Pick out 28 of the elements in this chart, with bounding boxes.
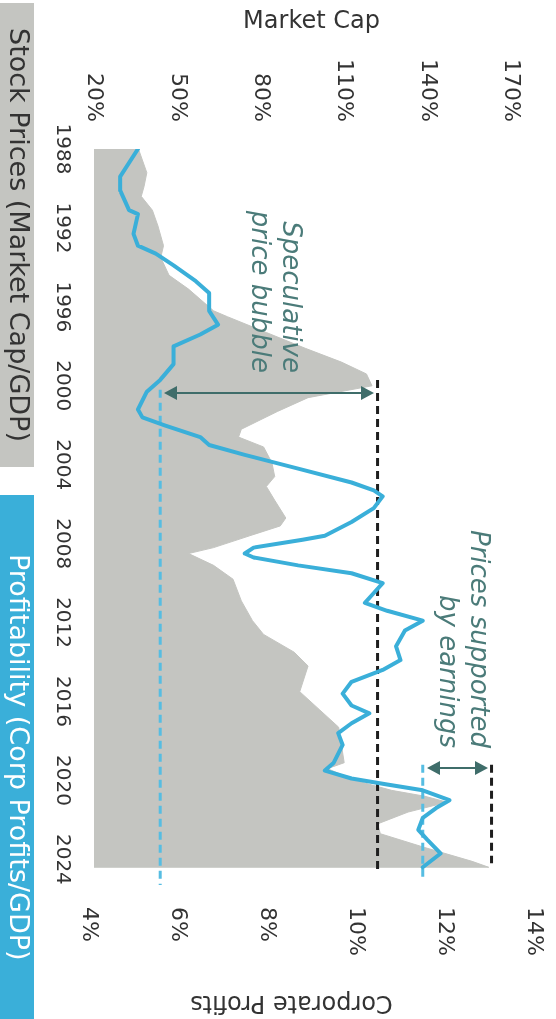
- x2-tick-label: 20%: [83, 73, 109, 122]
- annotation: Speculative price bubble: [245, 209, 307, 373]
- x2-tick-label: 140%: [416, 59, 442, 122]
- x2-tick-label: 80%: [250, 73, 276, 122]
- y-tick-label: 2016: [51, 676, 76, 727]
- y-tick-label: 1988: [51, 123, 76, 175]
- x-tick-label: 4%: [78, 907, 104, 942]
- x-tick-label: 6%: [167, 907, 193, 942]
- y-tick-label: 2012: [51, 597, 76, 649]
- x2-axis-title: Market Cap: [243, 6, 380, 35]
- x-tick-label: 12%: [434, 907, 460, 956]
- x-tick-label: 10%: [345, 907, 371, 956]
- y-tick-label: 2020: [51, 755, 76, 806]
- y-tick-label: 2000: [51, 360, 76, 412]
- y-tick-label: 1992: [51, 202, 76, 254]
- legend-label: Stock Prices (Market Cap/GDP): [3, 28, 35, 442]
- x2-tick-label: 110%: [333, 59, 359, 122]
- legend-label: Profitability (Corp Profits/GDP): [3, 554, 35, 961]
- x2-tick-label: 50%: [166, 73, 192, 122]
- x-axis-title: Corporate Profits: [190, 989, 393, 1018]
- y-tick-label: 1996: [51, 281, 76, 333]
- x-tick-label: 14%: [523, 907, 549, 956]
- x-tick-label: 8%: [256, 907, 282, 942]
- x2-tick-label: 170%: [500, 59, 526, 122]
- annotation: Prices supported by earnings: [434, 529, 496, 749]
- y-tick-label: 2004: [51, 439, 76, 491]
- y-tick-label: 2024: [51, 833, 76, 885]
- y-tick-label: 2008: [51, 518, 76, 570]
